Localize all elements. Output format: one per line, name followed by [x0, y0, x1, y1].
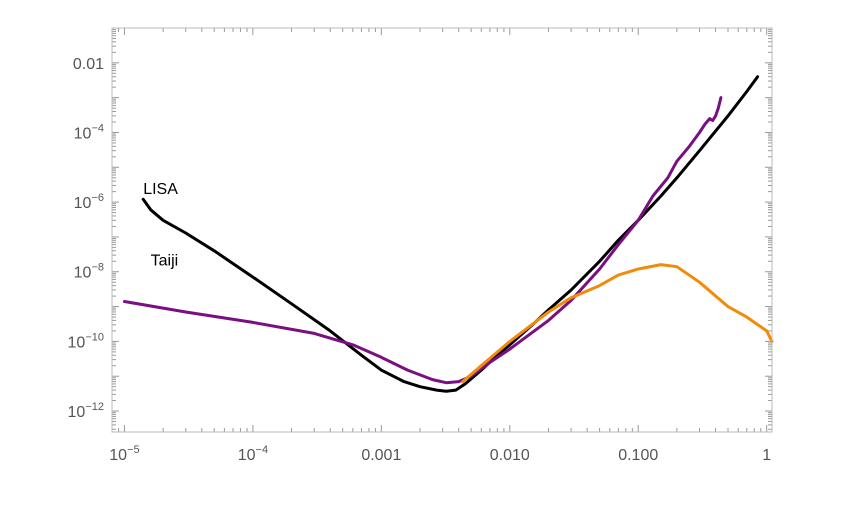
annotations: LISA Taiji — [143, 181, 178, 270]
y-tick-label: 10−10 — [68, 331, 104, 351]
x-tick-label: 0.010 — [490, 447, 530, 464]
y-tick-label: 10−8 — [74, 262, 104, 282]
x-tick-label: 10−4 — [238, 444, 268, 464]
tick-labels: 10−5 10−4 0.001 0.010 0.100 1 0.01 10−4 10−6 10−8… — [68, 56, 772, 464]
y-tick-label: 10−4 — [74, 122, 104, 142]
x-tick-label: 10−5 — [109, 444, 139, 464]
x-tick-label: 0.001 — [361, 447, 401, 464]
series-line-orange — [461, 263, 774, 384]
series-annotation: LISA — [143, 181, 178, 198]
y-tick-label: 10−6 — [74, 192, 104, 212]
series-line-lisa — [141, 75, 760, 393]
x-tick-label: 0.100 — [618, 447, 658, 464]
series-lines — [122, 75, 774, 393]
series-annotation: Taiji — [151, 253, 179, 270]
axis-ticks — [111, 27, 772, 432]
y-tick-label: 10−12 — [68, 401, 104, 421]
series-line-taiji — [122, 96, 723, 385]
plot-frame — [111, 27, 773, 433]
x-tick-label: 1 — [762, 447, 771, 464]
y-tick-label: 0.01 — [73, 56, 104, 73]
